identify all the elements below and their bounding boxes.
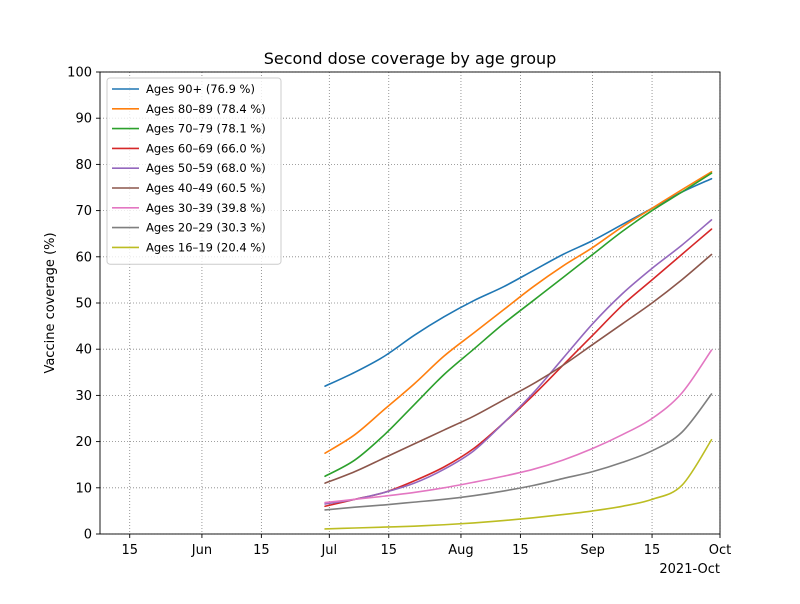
- axes: 15 Jun 15 Jul 15 Aug 15 Sep 15 Oct 0 10 20 30 40 50 60 70…: [67, 66, 731, 559]
- legend-box: [106, 77, 282, 265]
- series-line-4: [324, 219, 713, 505]
- legend-label-7: Ages 20–29 (30.3 %): [146, 221, 266, 235]
- y-tick-label: 80: [75, 158, 92, 173]
- chart-title: Second dose coverage by age group: [264, 49, 557, 68]
- y-tick-label: 70: [75, 204, 92, 219]
- series-line-1: [324, 170, 713, 454]
- x-tick-label: 15: [644, 543, 661, 558]
- y-tick-label: 60: [75, 250, 92, 265]
- legend-label-3: Ages 60–69 (66.0 %): [146, 141, 266, 155]
- series-line-3: [324, 228, 713, 508]
- series-line-2: [324, 172, 713, 478]
- x-tick-label: 15: [380, 543, 397, 558]
- x-tick-label: Jul: [320, 543, 337, 558]
- series-line-8: [324, 438, 713, 530]
- x-tick-label: 15: [512, 543, 529, 558]
- legend-label-0: Ages 90+ (76.9 %): [146, 82, 255, 96]
- y-tick-label: 20: [75, 435, 92, 450]
- legend-label-4: Ages 50–59 (68.0 %): [146, 161, 266, 175]
- x-tick-label: 15: [253, 543, 270, 558]
- x-axis-offset-label: 2021-Oct: [659, 562, 720, 577]
- series-line-7: [324, 393, 713, 511]
- x-tick-label: Jun: [191, 543, 212, 558]
- y-tick-label: 10: [75, 481, 92, 496]
- y-tick-label: 90: [75, 112, 92, 127]
- x-tick-label: Aug: [448, 543, 473, 558]
- y-tick-label: 100: [67, 66, 92, 81]
- y-tick-label: 40: [75, 343, 92, 358]
- x-tick-label: Oct: [709, 543, 731, 558]
- legend-label-5: Ages 40–49 (60.5 %): [146, 181, 266, 195]
- y-axis-label: Vaccine coverage (%): [43, 232, 58, 373]
- legend-label-1: Ages 80–89 (78.4 %): [146, 102, 266, 116]
- series-line-6: [324, 349, 713, 504]
- series-line-5: [324, 253, 713, 484]
- legend-label-8: Ages 16–19 (20.4 %): [146, 240, 266, 254]
- legend: Ages 90+ (76.9 %) Ages 80–89 (78.4 %) Ages…: [106, 77, 282, 265]
- y-tick-label: 30: [75, 389, 92, 404]
- legend-label-6: Ages 30–39 (39.8 %): [146, 201, 266, 215]
- x-tick-label: Sep: [580, 543, 605, 558]
- y-tick-label: 0: [84, 528, 92, 543]
- y-tick-label: 50: [75, 297, 92, 312]
- legend-label-2: Ages 70–79 (78.1 %): [146, 122, 266, 136]
- series-lines: [324, 170, 713, 530]
- x-tick-label: 15: [121, 543, 138, 558]
